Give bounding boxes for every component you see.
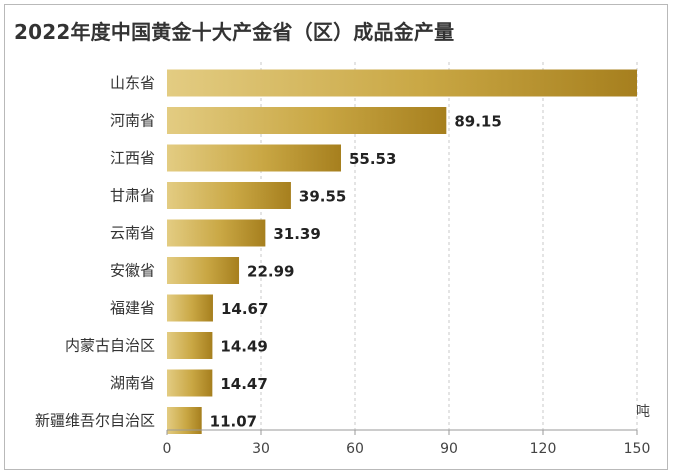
- category-label: 河南省: [110, 112, 155, 130]
- category-label: 新疆维吾尔自治区: [35, 412, 155, 430]
- bar: [167, 182, 291, 209]
- data-label: 89.15: [454, 113, 501, 131]
- data-label: 55.53: [349, 150, 396, 168]
- category-label: 福建省: [110, 299, 155, 317]
- bar: [167, 69, 637, 97]
- data-label: 31.39: [273, 225, 320, 243]
- category-label: 云南省: [110, 224, 155, 242]
- data-label: 39.55: [299, 188, 346, 206]
- data-label: 14.49: [220, 338, 267, 356]
- bar: [167, 219, 266, 247]
- category-label: 安徽省: [110, 262, 155, 280]
- x-axis: 0 30 60 90 120 150 吨: [163, 404, 651, 457]
- data-label: 14.47: [220, 375, 267, 393]
- bar: [167, 294, 213, 322]
- category-label: 湖南省: [110, 374, 155, 392]
- category-label: 江西省: [110, 149, 155, 167]
- bar: [167, 369, 213, 397]
- category-label: 甘肃省: [110, 187, 155, 205]
- x-axis-unit: 吨: [636, 404, 650, 420]
- x-tick-label: 90: [440, 441, 458, 457]
- x-tick-label: 60: [346, 441, 364, 457]
- data-label: 11.07: [210, 413, 257, 431]
- x-tick-label: 30: [252, 441, 270, 457]
- bar: [167, 107, 447, 134]
- x-tick-label: 120: [530, 441, 557, 457]
- bar: [167, 257, 240, 284]
- x-tick-label: 150: [624, 441, 651, 457]
- data-label: 22.99: [247, 263, 294, 281]
- data-label: 14.67: [221, 300, 268, 318]
- bars: [167, 69, 637, 434]
- bar: [167, 332, 213, 359]
- category-label: 内蒙古自治区: [65, 337, 155, 355]
- category-label: 山东省: [110, 74, 155, 92]
- bar: [167, 144, 341, 172]
- x-tick-label: 0: [163, 441, 172, 457]
- chart-title: 2022年度中国黄金十大产金省（区）成品金产量: [14, 20, 455, 44]
